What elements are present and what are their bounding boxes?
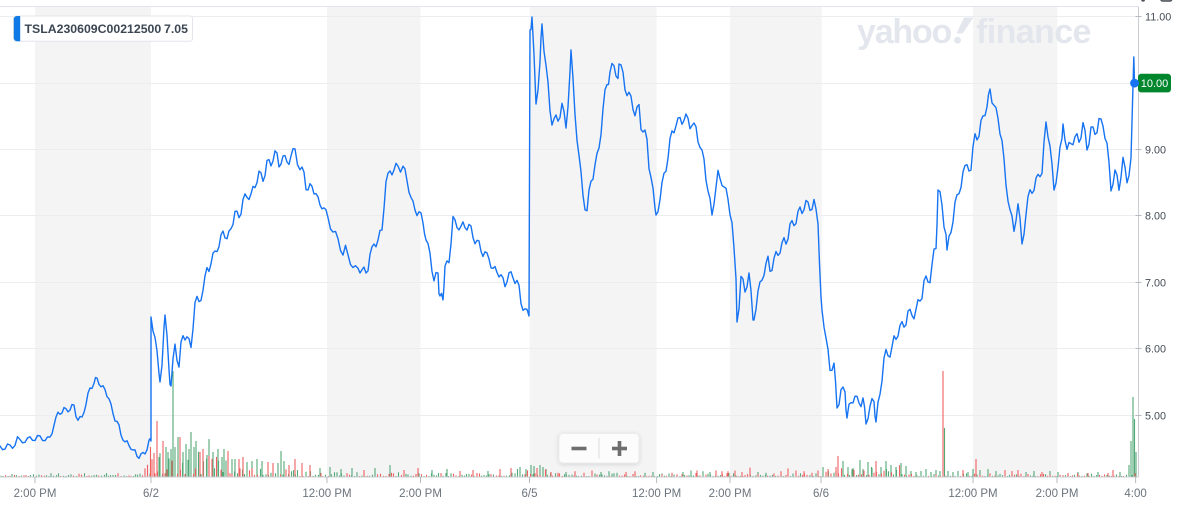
svg-text:12:00 PM: 12:00 PM — [632, 488, 681, 500]
svg-text:yahoo: yahoo — [857, 13, 952, 51]
svg-text:8.00: 8.00 — [1145, 210, 1166, 222]
svg-text:9.00: 9.00 — [1145, 144, 1166, 156]
svg-text:6/5: 6/5 — [522, 488, 538, 500]
svg-text:5.00: 5.00 — [1145, 410, 1166, 422]
svg-text:finance: finance — [976, 13, 1091, 51]
svg-text:TSLA230609C00212500: TSLA230609C00212500 — [25, 22, 162, 36]
svg-text:10.00: 10.00 — [1141, 78, 1169, 90]
svg-text:7.05: 7.05 — [164, 22, 188, 36]
svg-text:2:00 PM: 2:00 PM — [1036, 488, 1079, 500]
svg-text:6/6: 6/6 — [813, 488, 829, 500]
svg-text:6/2: 6/2 — [143, 488, 159, 500]
svg-text:12:00 PM: 12:00 PM — [302, 488, 351, 500]
svg-text:11.00: 11.00 — [1145, 11, 1171, 23]
svg-text:2:00 PM: 2:00 PM — [399, 488, 442, 500]
svg-text:4:00: 4:00 — [1124, 488, 1146, 500]
svg-text:2:00 PM: 2:00 PM — [14, 488, 57, 500]
svg-text:7.00: 7.00 — [1145, 277, 1166, 289]
svg-text:12:00 PM: 12:00 PM — [948, 488, 997, 500]
svg-text:2:00 PM: 2:00 PM — [709, 488, 752, 500]
svg-text:6.00: 6.00 — [1145, 343, 1166, 355]
